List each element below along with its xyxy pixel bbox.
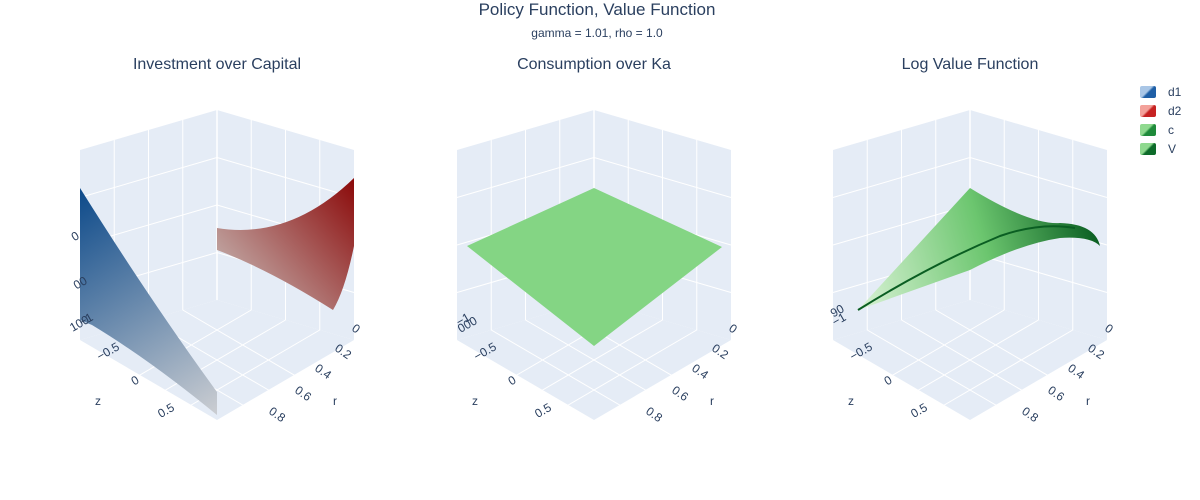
x-tick-1-4: 0.8 <box>643 404 665 425</box>
legend-swatch-v <box>1140 142 1156 155</box>
y-axis-label-1: z <box>472 394 478 408</box>
x-tick-1-2: 0.4 <box>689 361 711 382</box>
y-axis-label-0: z <box>95 394 101 408</box>
legend-swatch-d2 <box>1140 104 1156 117</box>
legend-label-d2: d2 <box>1168 103 1182 118</box>
legend-label-d1: d1 <box>1168 84 1182 99</box>
scene-1 <box>456 110 732 420</box>
legend-swatch-d1 <box>1140 85 1156 98</box>
figure-subtitle: gamma = 1.01, rho = 1.0 <box>531 26 663 40</box>
x-tick-0-2: 0.4 <box>312 361 334 382</box>
surface-d1 <box>80 188 217 415</box>
legend-label-c: c <box>1168 122 1174 137</box>
y-tick-2-0: −1 <box>830 310 849 329</box>
grid-floor-a-1-3 <box>559 329 698 411</box>
grid-right-h-2-3 <box>969 252 1108 293</box>
x-axis-label-1: r <box>710 394 714 408</box>
legend-swatch-c <box>1140 123 1156 136</box>
surface-d2 <box>217 178 354 310</box>
legend-label-v: V <box>1168 141 1177 156</box>
grid-floor-b-2-1 <box>935 309 1074 391</box>
panel-title-value: Log Value Function <box>901 56 1039 73</box>
x-axis-label-2: r <box>1086 394 1090 408</box>
legend-item-d1[interactable]: d1 <box>1140 82 1181 101</box>
x-tick-0-4: 0.8 <box>266 404 288 425</box>
legend: d1 d2 c V <box>1140 82 1181 158</box>
y-tick-0-0: −1 <box>77 310 96 329</box>
panel-title-consumption: Consumption over Ka <box>517 56 671 73</box>
grid-floor-a-2-3 <box>935 329 1074 411</box>
figure-title: Policy Function, Value Function <box>478 0 716 19</box>
z-tick-2-0: 90 <box>828 301 847 320</box>
y-tick-1-3: 0.5 <box>532 400 554 421</box>
surface-v <box>858 188 1100 310</box>
panel-title-investment: Investment over Capital <box>132 56 302 73</box>
x-axis-label-0: r <box>333 394 337 408</box>
x-tick-0-3: 0.6 <box>292 383 314 404</box>
scene-2 <box>832 110 1108 420</box>
legend-item-v[interactable]: V <box>1140 139 1181 158</box>
grid-floor-b-2-3 <box>866 329 1005 411</box>
z-tick-0-0: 0 <box>69 228 82 244</box>
legend-item-d2[interactable]: d2 <box>1140 101 1181 120</box>
x-tick-1-3: 0.6 <box>669 383 691 404</box>
surface-v-ridge <box>857 225 1076 311</box>
y-axis-label-2: z <box>848 394 854 408</box>
grid-floor-b-1-2 <box>525 319 663 401</box>
z-tick-0-1: 00 <box>71 273 90 292</box>
grid-floor-b-1-3 <box>490 329 629 411</box>
x-tick-2-3: 0.6 <box>1045 383 1067 404</box>
scene-0 <box>79 110 355 420</box>
y-tick-1-0: −1 <box>454 310 473 329</box>
x-tick-2-4: 0.8 <box>1019 404 1041 425</box>
grid-floor-a-2-1 <box>866 309 1005 391</box>
x-tick-2-2: 0.4 <box>1065 361 1087 382</box>
legend-item-c[interactable]: c <box>1140 120 1181 139</box>
surface-c <box>467 188 722 346</box>
grid-floor-b-2-2 <box>901 319 1039 401</box>
grid-floor-b-0-1 <box>182 309 321 391</box>
grid-left-h-2-2 <box>832 204 971 246</box>
y-tick-2-3: 0.5 <box>908 400 930 421</box>
y-tick-0-3: 0.5 <box>155 400 177 421</box>
